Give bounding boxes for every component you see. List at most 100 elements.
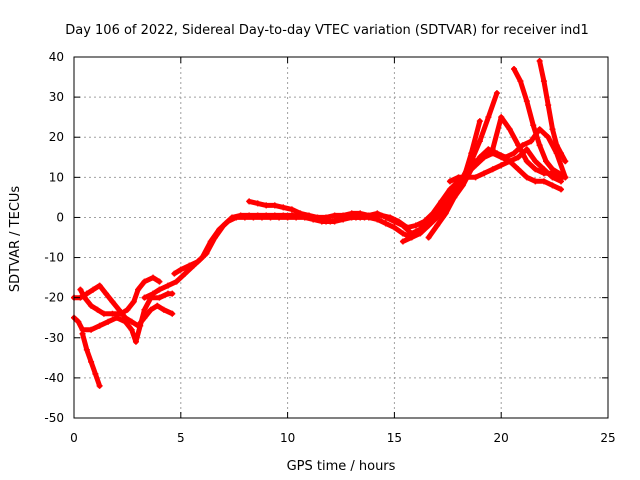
data-point xyxy=(523,158,530,165)
y-tick-label: 20 xyxy=(49,130,64,144)
data-point xyxy=(94,306,101,313)
data-point xyxy=(555,170,562,177)
data-point xyxy=(128,326,135,333)
data-point xyxy=(90,286,97,293)
data-point xyxy=(357,210,364,217)
data-point xyxy=(511,66,518,73)
data-point xyxy=(464,166,471,173)
data-point xyxy=(530,122,537,129)
data-point xyxy=(288,206,295,213)
chart-title: Day 106 of 2022, Sidereal Day-to-day VTE… xyxy=(65,23,589,38)
data-point xyxy=(280,204,287,211)
data-point xyxy=(132,338,139,345)
data-point xyxy=(154,302,161,309)
data-point xyxy=(523,146,530,153)
data-point xyxy=(489,146,496,153)
y-tick-label: 40 xyxy=(49,50,64,64)
data-point xyxy=(382,220,389,227)
data-point xyxy=(75,318,82,325)
plot-frame xyxy=(73,56,609,419)
data-point xyxy=(391,218,398,225)
data-point xyxy=(147,306,154,313)
data-point xyxy=(412,222,419,229)
x-tick-label: 10 xyxy=(280,431,295,445)
data-point xyxy=(124,306,131,313)
data-point xyxy=(481,170,488,177)
data-point xyxy=(446,186,453,193)
y-tick-label: -10 xyxy=(44,251,64,265)
data-point xyxy=(160,306,167,313)
data-point xyxy=(425,234,432,241)
data-point xyxy=(246,198,253,205)
data-point xyxy=(79,326,86,333)
data-point xyxy=(156,294,163,301)
data-point xyxy=(481,154,488,161)
data-point xyxy=(323,214,330,221)
data-point xyxy=(391,224,398,231)
data-point xyxy=(553,142,560,149)
data-point xyxy=(194,258,201,265)
data-point xyxy=(543,158,550,165)
data-point xyxy=(280,212,287,219)
x-tick-label: 5 xyxy=(177,431,185,445)
data-point xyxy=(77,286,84,293)
data-point xyxy=(558,150,565,157)
data-point xyxy=(237,212,244,219)
data-point xyxy=(340,212,347,219)
data-point xyxy=(203,250,210,257)
data-point xyxy=(536,142,543,149)
data-point xyxy=(96,382,103,389)
data-point xyxy=(173,278,180,285)
data-point xyxy=(464,174,471,181)
data-point xyxy=(545,134,552,141)
data-point xyxy=(417,226,424,233)
y-tick-label: -30 xyxy=(44,331,64,345)
data-point xyxy=(109,298,116,305)
data-point xyxy=(523,174,530,181)
series-line-arc-3 xyxy=(71,291,175,345)
y-axis-label: SDTVAR / TECUs xyxy=(8,186,23,293)
data-point xyxy=(263,202,270,209)
data-point xyxy=(506,158,513,165)
data-point xyxy=(88,326,95,333)
data-point xyxy=(109,310,116,317)
data-point xyxy=(374,210,381,217)
data-point xyxy=(263,212,270,219)
data-point xyxy=(141,306,148,313)
data-point xyxy=(451,194,458,201)
data-point xyxy=(92,370,99,377)
data-point xyxy=(88,358,95,365)
data-point xyxy=(549,126,556,133)
data-point xyxy=(472,158,479,165)
data-point xyxy=(485,114,492,121)
data-point xyxy=(96,322,103,329)
x-tick-label: 0 xyxy=(70,431,78,445)
data-point xyxy=(476,138,483,145)
data-point xyxy=(489,166,496,173)
data-point xyxy=(128,318,135,325)
x-tick-label: 25 xyxy=(600,431,615,445)
data-point xyxy=(297,210,304,217)
data-point xyxy=(105,318,112,325)
data-point xyxy=(288,212,295,219)
data-point xyxy=(446,178,453,185)
data-point xyxy=(549,182,556,189)
data-point xyxy=(164,282,171,289)
data-point xyxy=(498,114,505,121)
data-point xyxy=(540,178,547,185)
data-point xyxy=(177,266,184,273)
x-axis-label: GPS time / hours xyxy=(287,459,396,474)
data-point xyxy=(438,198,445,205)
data-point xyxy=(468,150,475,157)
data-point xyxy=(150,274,157,281)
data-point xyxy=(540,170,547,177)
data-point xyxy=(220,222,227,229)
data-point xyxy=(182,270,189,277)
data-point xyxy=(141,294,148,301)
x-tick-label: 20 xyxy=(494,431,509,445)
data-point xyxy=(314,214,321,221)
data-point xyxy=(455,174,462,181)
data-point xyxy=(156,278,163,285)
data-point xyxy=(476,118,483,125)
data-point xyxy=(517,78,524,85)
